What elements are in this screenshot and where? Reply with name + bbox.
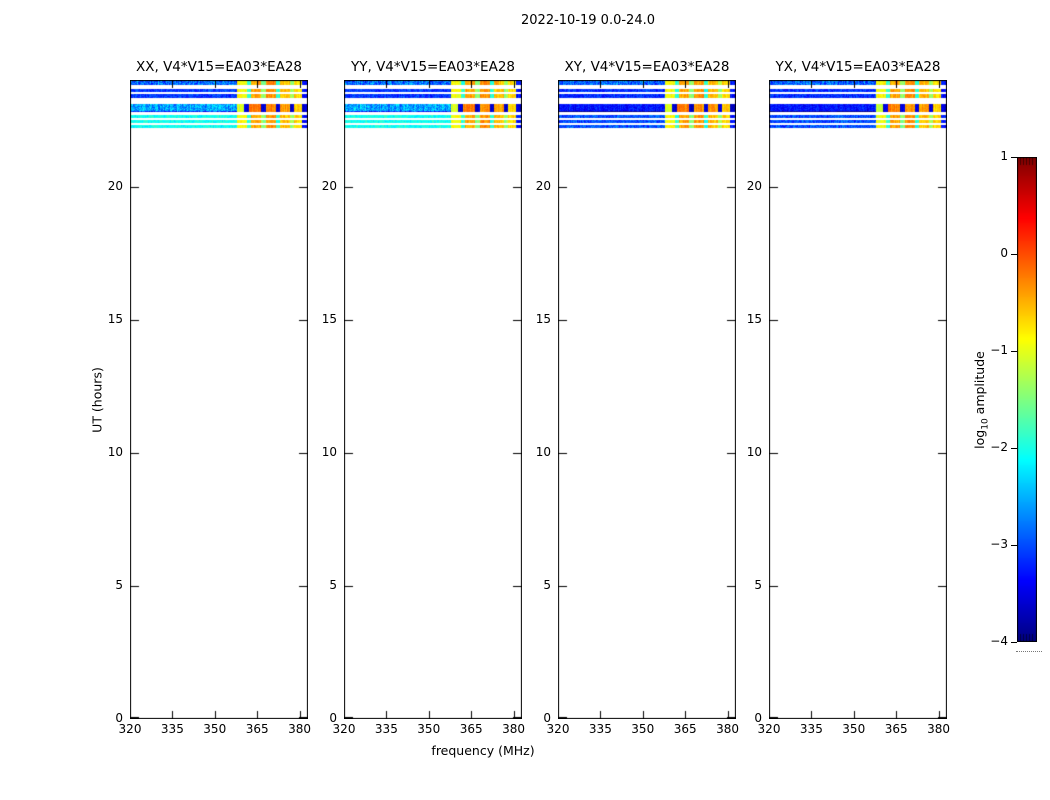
y-tick-label: 0 bbox=[329, 711, 337, 725]
colorbar-tick bbox=[1011, 254, 1017, 255]
panel-yy: YY, V4*V15=EA03*EA28 bbox=[344, 59, 522, 719]
colorbar-tick bbox=[1011, 351, 1017, 352]
x-tick-label: 365 bbox=[884, 722, 908, 736]
x-tick-label: 335 bbox=[588, 722, 612, 736]
colorbar-tick-label: 1 bbox=[1000, 149, 1008, 163]
colorbar-dotted-edge bbox=[1016, 651, 1042, 652]
colorbar-tick bbox=[1011, 545, 1017, 546]
panel-xx: XX, V4*V15=EA03*EA28 bbox=[130, 59, 308, 719]
y-tick-label: 10 bbox=[746, 444, 762, 459]
x-tick-label: 380 bbox=[716, 722, 739, 736]
panel-xx-spectrogram bbox=[130, 80, 308, 719]
colorbar-tick-label: −3 bbox=[990, 537, 1008, 551]
colorbar bbox=[1017, 157, 1037, 642]
y-tick-label: 15 bbox=[321, 311, 337, 326]
x-tick-label: 350 bbox=[417, 722, 441, 736]
y-tick-label: 20 bbox=[107, 178, 123, 193]
y-tick-label: 5 bbox=[115, 577, 123, 592]
panel-yx-title: YX, V4*V15=EA03*EA28 bbox=[775, 59, 941, 75]
y-tick-label: 0 bbox=[115, 711, 123, 725]
panel-yx-spectrogram bbox=[769, 80, 947, 719]
colorbar-tick bbox=[1011, 448, 1017, 449]
colorbar-tick-label: −1 bbox=[990, 343, 1008, 357]
panel-xy-title: XY, V4*V15=EA03*EA28 bbox=[564, 59, 730, 75]
y-tick-label: 10 bbox=[321, 444, 337, 459]
y-tick-label: 10 bbox=[535, 444, 551, 459]
panel-xx-title: XX, V4*V15=EA03*EA28 bbox=[135, 59, 303, 75]
colorbar-tick-label: −2 bbox=[990, 440, 1008, 454]
y-tick-label: 15 bbox=[746, 311, 762, 326]
x-tick-label: 365 bbox=[245, 722, 269, 736]
x-tick-label: 320 bbox=[757, 722, 781, 736]
x-tick-label: 335 bbox=[374, 722, 398, 736]
panel-yy-title: YY, V4*V15=EA03*EA28 bbox=[350, 59, 516, 75]
x-tick-label: 380 bbox=[502, 722, 525, 736]
y-tick-label: 15 bbox=[535, 311, 551, 326]
x-tick-label: 365 bbox=[673, 722, 697, 736]
panel-yy-spectrogram bbox=[344, 80, 522, 719]
y-tick-label: 0 bbox=[543, 711, 551, 725]
x-tick-label: 320 bbox=[332, 722, 356, 736]
x-tick-label: 335 bbox=[160, 722, 184, 736]
y-tick-label: 0 bbox=[754, 711, 762, 725]
y-tick-label: 20 bbox=[321, 178, 337, 193]
x-tick-label: 350 bbox=[842, 722, 866, 736]
colorbar-label: log10 amplitude bbox=[971, 351, 991, 449]
y-tick-label: 15 bbox=[107, 311, 123, 326]
x-tick-label: 335 bbox=[799, 722, 823, 736]
colorbar-tick bbox=[1011, 157, 1017, 158]
panel-xy: XY, V4*V15=EA03*EA28 bbox=[558, 59, 736, 719]
x-tick-label: 350 bbox=[631, 722, 655, 736]
x-axis-label: frequency (MHz) bbox=[431, 743, 535, 758]
y-tick-label: 5 bbox=[329, 577, 337, 592]
y-tick-label: 5 bbox=[754, 577, 762, 592]
x-tick-label: 320 bbox=[118, 722, 142, 736]
colorbar-tick-label: 0 bbox=[1000, 246, 1008, 260]
colorbar-gradient bbox=[1017, 157, 1037, 642]
panel-yx: YX, V4*V15=EA03*EA28 bbox=[769, 59, 947, 719]
y-tick-label: 20 bbox=[746, 178, 762, 193]
figure-title: 2022-10-19 0.0-24.0 bbox=[521, 13, 655, 28]
colorbar-tick bbox=[1011, 642, 1017, 643]
y-tick-label: 5 bbox=[543, 577, 551, 592]
y-tick-label: 20 bbox=[535, 178, 551, 193]
x-tick-label: 320 bbox=[546, 722, 570, 736]
y-axis-label: UT (hours) bbox=[89, 367, 105, 433]
y-tick-label: 10 bbox=[107, 444, 123, 459]
panel-xy-spectrogram bbox=[558, 80, 736, 719]
x-tick-label: 365 bbox=[459, 722, 483, 736]
x-tick-label: 380 bbox=[927, 722, 950, 736]
x-tick-label: 380 bbox=[288, 722, 311, 736]
x-tick-label: 350 bbox=[203, 722, 227, 736]
colorbar-tick-label: −4 bbox=[990, 634, 1008, 648]
